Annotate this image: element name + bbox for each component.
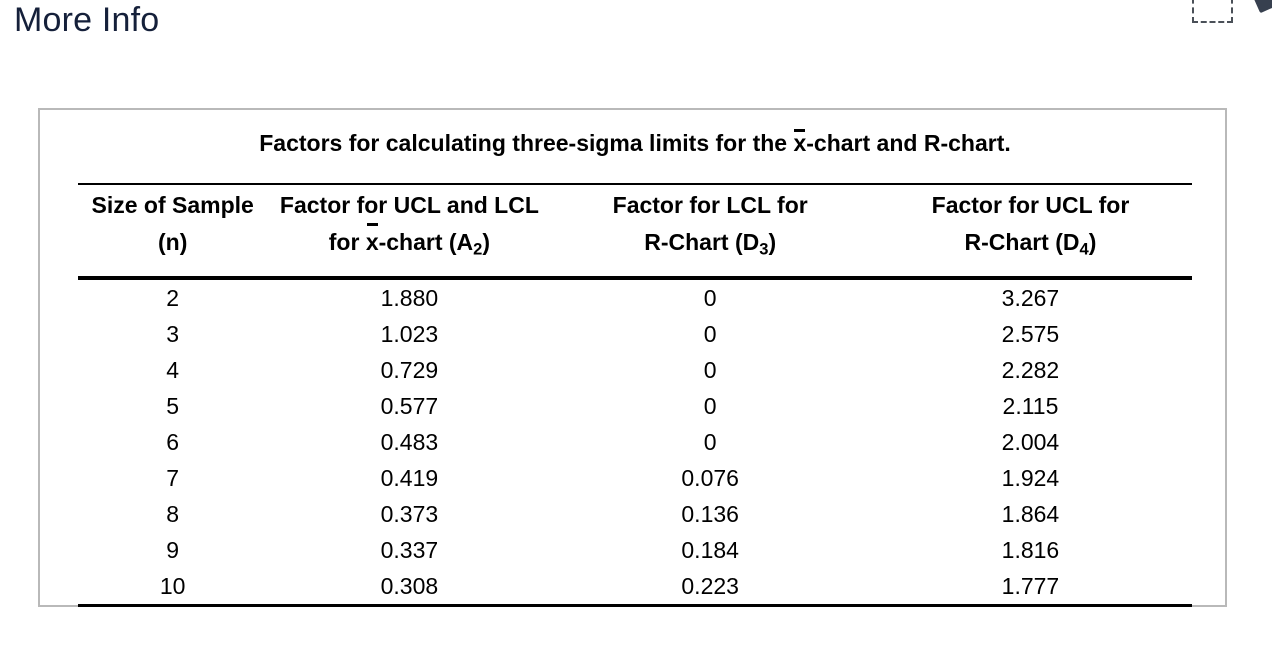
cell-sample-size: 9 — [166, 536, 180, 563]
subscript: 4 — [1079, 239, 1089, 259]
table-row: 6 0.483 0 2.004 — [78, 424, 1192, 460]
header-text: R-Chart (D — [964, 229, 1080, 255]
table-row: 2 1.880 0 3.267 — [78, 278, 1192, 316]
cell-d3: 0 — [703, 428, 717, 455]
cell-a2: 0.373 — [380, 500, 439, 527]
cell-d4: 1.924 — [1001, 464, 1060, 491]
cell-d3: 0 — [703, 284, 717, 311]
col-header-d3: Factor for LCL for R-Chart (D3) — [551, 184, 868, 278]
cell-a2: 0.308 — [380, 572, 439, 599]
header-row: Size of Sample (n) Factor for UCL and LC… — [78, 184, 1192, 278]
cell-a2: 1.023 — [380, 320, 439, 347]
table-row: 4 0.729 0 2.282 — [78, 352, 1192, 388]
col-header-sample-size: Size of Sample (n) — [78, 184, 267, 278]
cell-sample-size: 3 — [166, 320, 180, 347]
pull-out-arrow-icon[interactable] — [1253, 0, 1272, 14]
cell-sample-size: 7 — [166, 464, 180, 491]
cell-sample-size: 4 — [166, 356, 180, 383]
cell-sample-size: 10 — [159, 572, 186, 599]
cell-d4: 2.282 — [1001, 356, 1060, 383]
table-row: 9 0.337 0.184 1.816 — [78, 532, 1192, 568]
cell-d4: 1.777 — [1001, 572, 1060, 599]
table-row: 5 0.577 0 2.115 — [78, 388, 1192, 424]
table-caption: Factors for calculating three-sigma limi… — [78, 126, 1192, 183]
subscript: 3 — [759, 239, 769, 259]
cell-d4: 3.267 — [1001, 284, 1060, 311]
col-header-d4: Factor for UCL for R-Chart (D4) — [869, 184, 1192, 278]
header-line: Factor for LCL for — [612, 192, 808, 218]
header-text: ) — [768, 229, 777, 255]
x-bar-symbol: x — [366, 223, 379, 261]
cell-d3: 0 — [703, 392, 717, 419]
table-row: 8 0.373 0.136 1.864 — [78, 496, 1192, 532]
col-header-a2: Factor for UCL and LCL for x-chart (A2) — [267, 184, 551, 278]
cell-d4: 2.004 — [1001, 428, 1060, 455]
table-header: Size of Sample (n) Factor for UCL and LC… — [78, 184, 1192, 278]
cell-d3: 0.184 — [681, 536, 739, 563]
cell-d3: 0 — [703, 356, 717, 383]
dashed-focus-box[interactable] — [1192, 0, 1233, 23]
cell-a2: 1.880 — [380, 284, 439, 311]
caption-text: -chart and R-chart. — [806, 130, 1011, 156]
header-line: R-Chart (D4) — [869, 224, 1192, 268]
header-text: -chart (A — [378, 229, 474, 255]
table-container: Factors for calculating three-sigma limi… — [78, 126, 1192, 607]
factors-table-body: 2 1.880 0 3.267 3 1.023 0 2.575 4 0.729 0 2.282 5 0.5… — [78, 278, 1192, 606]
cell-sample-size: 8 — [166, 500, 180, 527]
cell-a2: 0.419 — [380, 464, 439, 491]
cell-sample-size: 6 — [166, 428, 180, 455]
cell-a2: 0.577 — [380, 392, 439, 419]
header-line: Factor for UCL and LCL — [279, 192, 539, 218]
x-bar-symbol: x — [793, 129, 807, 156]
factors-table: Size of Sample (n) Factor for UCL and LC… — [78, 183, 1192, 607]
info-panel: Factors for calculating three-sigma limi… — [38, 108, 1227, 607]
cell-sample-size: 5 — [166, 392, 180, 419]
header-line: for x-chart (A2) — [267, 223, 551, 268]
cell-a2: 0.337 — [380, 536, 439, 563]
header-text: for — [328, 229, 366, 255]
cell-d4: 2.115 — [1002, 392, 1059, 419]
cell-d3: 0.076 — [681, 464, 739, 491]
cell-d4: 1.864 — [1001, 500, 1060, 527]
header-line: Factor for UCL for — [931, 192, 1130, 218]
header-line: Size of Sample — [91, 192, 254, 218]
table-row: 7 0.419 0.076 1.924 — [78, 460, 1192, 496]
cell-sample-size: 2 — [166, 284, 180, 311]
cell-a2: 0.729 — [380, 356, 439, 383]
caption-text: Factors for calculating three-sigma limi… — [259, 130, 794, 156]
page-title: More Info — [14, 1, 160, 39]
cell-d3: 0.136 — [681, 500, 739, 527]
header-text: ) — [1088, 229, 1097, 255]
cell-d4: 2.575 — [1001, 320, 1060, 347]
table-row: 10 0.308 0.223 1.777 — [78, 568, 1192, 606]
cell-d3: 0.223 — [681, 572, 739, 599]
header-line: R-Chart (D3) — [551, 224, 868, 268]
cell-d4: 1.816 — [1001, 536, 1060, 563]
header-text: ) — [482, 229, 491, 255]
cell-d3: 0 — [703, 320, 717, 347]
subscript: 2 — [473, 239, 483, 259]
cell-a2: 0.483 — [380, 428, 439, 455]
header-text: R-Chart (D — [644, 229, 760, 255]
table-row: 3 1.023 0 2.575 — [78, 316, 1192, 352]
header-line: (n) — [158, 229, 188, 255]
